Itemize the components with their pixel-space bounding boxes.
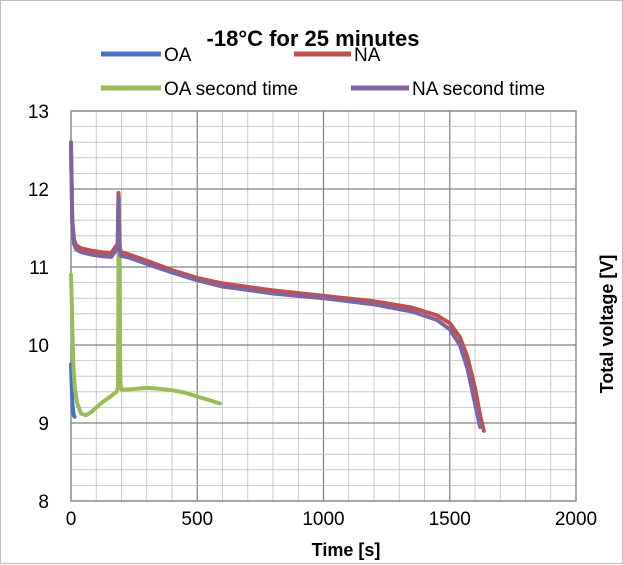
series-line-oa-second-time — [69, 194, 222, 418]
legend-label: NA — [354, 45, 381, 66]
gridlines — [70, 110, 577, 502]
series-line-oa — [69, 362, 77, 419]
legend: OA NA OA second time NA second time — [101, 45, 545, 100]
series-line-na-second-time — [69, 140, 483, 429]
chart-title: -18°C for 25 minutes — [207, 26, 420, 51]
y-tick-label: 11 — [29, 258, 49, 279]
x-tick-label: 1000 — [302, 509, 344, 530]
legend-label: NA second time — [412, 79, 545, 100]
y-tick-label: 10 — [28, 336, 49, 357]
x-tick-labels: 0 500 1000 1500 2000 — [66, 509, 597, 530]
series-group — [69, 140, 486, 433]
x-tick-label: 0 — [66, 509, 77, 530]
x-axis-title: Time [s] — [312, 540, 381, 560]
x-tick-label: 1500 — [429, 509, 471, 530]
y-tick-label: 12 — [28, 180, 49, 201]
x-tick-label: 2000 — [555, 509, 597, 530]
y-axis-title: Total voltage [V] — [597, 255, 617, 394]
legend-label: OA second time — [164, 79, 298, 100]
x-tick-label: 500 — [181, 509, 213, 530]
y-tick-labels: 8 9 10 11 12 13 — [28, 102, 49, 513]
y-tick-label: 9 — [38, 414, 49, 435]
series-line-na — [69, 148, 486, 433]
legend-label: OA — [164, 45, 192, 66]
y-tick-label: 8 — [38, 492, 49, 513]
y-tick-label: 13 — [28, 102, 49, 123]
